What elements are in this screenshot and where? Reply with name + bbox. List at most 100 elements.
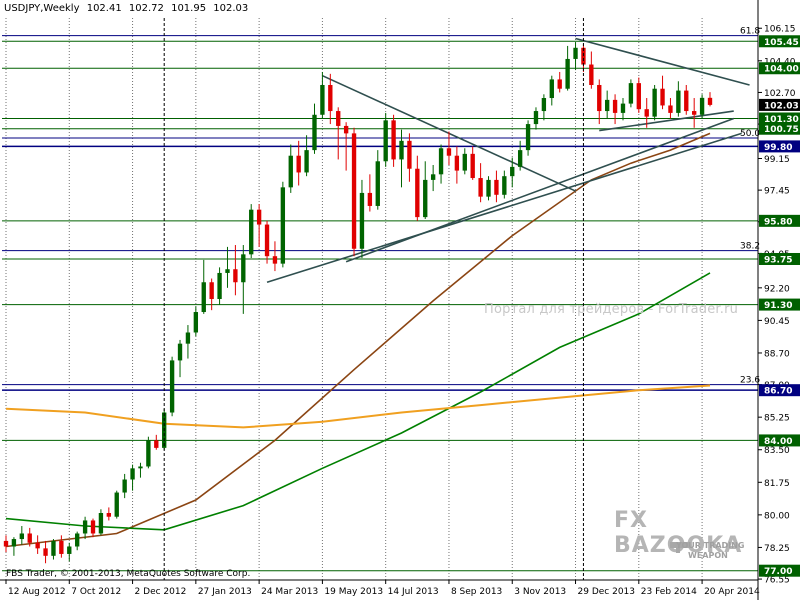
candle-body <box>628 83 634 104</box>
candle-body <box>707 97 713 105</box>
candle-body <box>328 84 333 112</box>
y-tick-label: 78.25 <box>764 544 790 554</box>
bazooka-icon <box>670 542 690 553</box>
y-tick-label: 99.15 <box>764 155 790 165</box>
x-tick-label: 23 Feb 2014 <box>641 587 697 597</box>
candle-body <box>90 520 96 534</box>
candle-body <box>114 492 119 517</box>
candle-body <box>612 99 618 113</box>
horizontal-levels <box>2 40 758 572</box>
candle-body <box>169 360 175 413</box>
candle-body <box>35 542 40 549</box>
price-tag-label: 91.30 <box>764 301 792 311</box>
candle-body <box>249 209 254 255</box>
chart-header: USDJPY,Weekly 102.41 102.72 101.95 102.0… <box>4 3 252 14</box>
price-tag-bg <box>759 122 800 135</box>
x-tick-label: 2 Dec 2012 <box>135 587 187 597</box>
price-tag-bg <box>759 214 800 227</box>
price-tag-bg <box>759 384 800 397</box>
fib-label: 38.2 <box>740 242 760 252</box>
candle-body <box>636 83 641 110</box>
candle-body <box>423 179 428 218</box>
candle-body <box>296 155 301 173</box>
candle-body <box>597 84 602 112</box>
candle-body <box>517 150 523 167</box>
candle-body <box>399 140 404 160</box>
candle-body <box>573 47 578 59</box>
trendline <box>575 37 750 86</box>
logo-tagline-1: YOUR TRADING <box>676 541 745 550</box>
candle-body <box>407 140 412 169</box>
candle-body <box>692 111 697 115</box>
candle-body <box>304 150 309 173</box>
trendline <box>599 110 734 132</box>
candle-body <box>27 533 32 543</box>
watermark-text: Портал для трейдеров - ForTrader.ru <box>484 302 739 317</box>
sma-green-line <box>5 272 711 531</box>
price-tag-label: 101.30 <box>764 115 799 125</box>
candle-body <box>154 440 159 448</box>
candle-body <box>644 109 649 117</box>
candle-body <box>430 174 436 180</box>
high-value: 102.72 <box>128 3 164 14</box>
candle-body <box>106 513 112 517</box>
price-tag-bg <box>759 252 800 265</box>
candle-body <box>486 179 491 197</box>
candle-body <box>241 254 246 283</box>
candle-body <box>415 168 420 218</box>
candle-body <box>462 153 467 171</box>
price-tag-label: 84.00 <box>764 437 792 447</box>
price-tag-bg <box>759 35 800 48</box>
y-tick-label: 83.50 <box>764 446 790 456</box>
candle-body <box>264 224 270 257</box>
logo-tagline-2: WEAPON <box>688 551 728 560</box>
sma-brown-line <box>5 132 711 548</box>
low-value: 101.95 <box>171 3 207 14</box>
price-tag-label: 93.75 <box>764 255 792 265</box>
x-tick-label: 27 Jan 2013 <box>198 587 252 597</box>
price-tag-bg <box>759 98 800 111</box>
candle-body <box>280 187 286 264</box>
x-tick-label: 19 May 2013 <box>324 587 383 597</box>
candle-body <box>320 84 325 115</box>
candle-body <box>75 533 80 547</box>
candle-body <box>209 282 214 299</box>
candle-body <box>343 125 349 134</box>
price-tag-bg <box>759 564 800 577</box>
axes-frame <box>0 0 759 600</box>
x-axis-labels: 12 Aug 2012 7 Oct 2012 2 Dec 2012 27 Jan 20… <box>5 580 760 597</box>
price-tag-bg <box>759 112 800 125</box>
price-tag-label: 102.03 <box>764 101 799 111</box>
candle-body <box>185 332 191 344</box>
price-tag-label: 86.70 <box>764 387 792 397</box>
x-tick-label: 29 Dec 2013 <box>578 587 636 597</box>
price-tag-bg <box>759 62 800 75</box>
candle-body <box>581 47 586 65</box>
price-tag-label: 99.80 <box>764 143 792 153</box>
candle-body <box>3 540 9 547</box>
candle-body <box>312 114 317 151</box>
candle-body <box>217 272 222 299</box>
fx-bazooka-logo: FX BAZOOKA YOUR TRADING WEAPON <box>610 508 760 568</box>
candle-body <box>359 192 365 249</box>
candle-body <box>446 148 452 156</box>
price-tag-bg <box>759 434 800 447</box>
candle-body <box>454 155 460 171</box>
trendline <box>345 117 735 263</box>
x-tick-label: 7 Oct 2012 <box>71 587 121 597</box>
candle-body <box>684 90 689 112</box>
candle-body <box>59 540 64 554</box>
candle-body <box>660 88 665 106</box>
price-tag-bg <box>759 298 800 311</box>
candle-body <box>138 466 143 469</box>
candle-body <box>225 269 230 273</box>
candle-body <box>98 513 104 534</box>
candle-body <box>391 120 396 160</box>
candle-body <box>177 343 183 361</box>
y-tick-label: 102.70 <box>764 89 796 99</box>
open-value: 102.41 <box>86 3 122 14</box>
y-tick-label: 92.20 <box>764 284 790 294</box>
candle-body <box>604 99 610 112</box>
